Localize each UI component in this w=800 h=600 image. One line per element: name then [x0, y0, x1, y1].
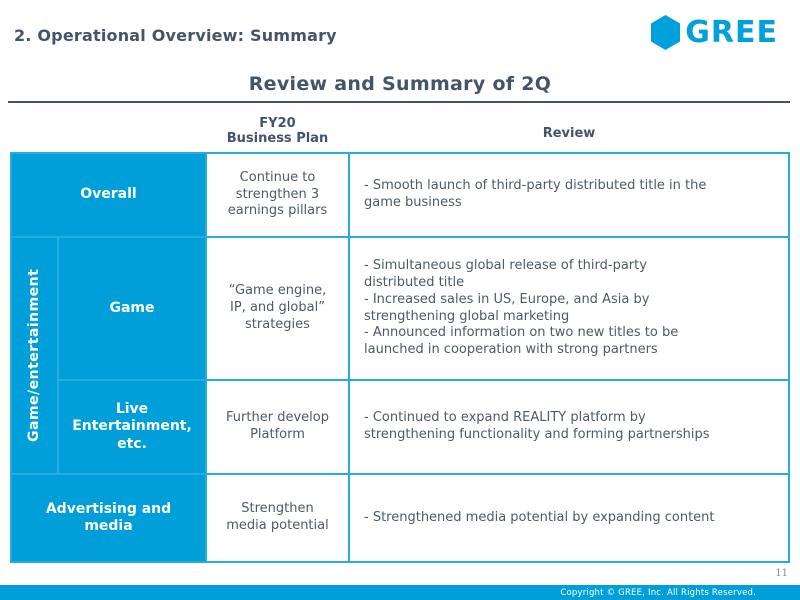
page-title: 2. Operational Overview: Summary — [14, 26, 337, 45]
review-cell-overall: - Smooth launch of third-party distribut… — [350, 154, 788, 236]
plan-cell-overall: Continue to strengthen 3 earnings pillar… — [207, 154, 348, 236]
column-header-business-plan: FY20 Business Plan — [226, 116, 329, 146]
row-header-live-entertainment: Live Entertainment, etc. — [59, 381, 205, 473]
row-header-advertising-media: Advertising and media — [12, 475, 205, 561]
copyright-text: Copyright © GREE, Inc. All Rights Reserv… — [560, 587, 756, 598]
plan-cell-advertising-media: Strengthen media potential — [207, 475, 348, 561]
column-header-review: Review — [542, 126, 596, 141]
plan-cell-live-entertainment: Further develop Platform — [207, 381, 348, 473]
row-header-game: Game — [59, 238, 205, 379]
title-divider — [8, 101, 790, 103]
footer-bar: Copyright © GREE, Inc. All Rights Reserv… — [0, 585, 800, 600]
gree-logo: GREE — [649, 14, 778, 51]
logo-wordmark: GREE — [685, 14, 778, 50]
review-cell-live-entertainment: - Continued to expand REALITY platform b… — [350, 381, 788, 473]
review-cell-advertising-media: - Strengthened media potential by expand… — [350, 475, 788, 561]
row-group-game-entertainment: Game/entertainment — [12, 238, 57, 473]
row-header-overall: Overall — [12, 154, 205, 236]
slide-title: Review and Summary of 2Q — [248, 73, 552, 95]
summary-table: Overall Continue to strengthen 3 earning… — [10, 152, 790, 563]
page-number: 11 — [775, 568, 788, 579]
hexagon-icon — [649, 14, 682, 51]
plan-cell-game: “Game engine, IP, and global” strategies — [207, 238, 348, 379]
review-cell-game: - Simultaneous global release of third-p… — [350, 238, 788, 379]
